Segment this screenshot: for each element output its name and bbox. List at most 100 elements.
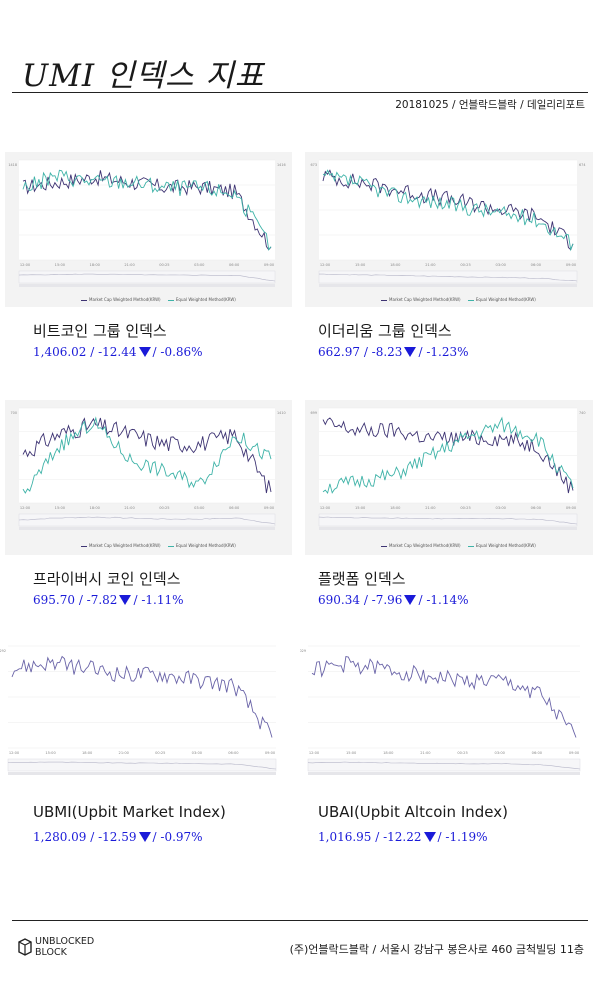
down-triangle-icon [119,595,132,605]
chart-panel-eth: 12:00 15:00 18:00 21:00 00:25 03:00 06:00 09:00… [305,152,593,307]
navigator-series [318,273,578,282]
x-tick-label: 18:00 [90,506,101,510]
series-line [311,655,577,738]
navigator-series [307,761,581,770]
x-tick-label: 21:00 [124,263,135,267]
x-tick-label: 00:25 [460,506,470,510]
x-tick-label: 15:00 [45,751,56,755]
x-tick-label: 15:00 [355,263,366,267]
x-tick-label: 09:00 [566,506,577,510]
x-tick-label: 15:00 [355,506,366,510]
x-tick-label: 03:00 [495,751,506,755]
y-tick-label: 673 [311,163,317,167]
x-tick-label: 06:00 [531,263,542,267]
x-tick-label: 12:00 [309,751,320,755]
navigator-scrollbar [319,284,577,287]
x-tick-label: 18:00 [82,751,93,755]
chart-legend: Market Cap Weighted Method(KRW) Equal We… [375,297,536,302]
x-tick-label: 00:25 [155,751,165,755]
index-name: 플랫폼 인덱스 [318,570,406,588]
chart-svg-privacy: 12:00 15:00 18:00 21:00 00:25 03:00 06:00 09:00… [11,407,286,530]
x-tick-label: 12:00 [320,263,331,267]
index-stat: 1,406.02 / -12.44/ -0.86% [33,345,203,359]
x-tick-label: 12:00 [20,506,31,510]
x-tick-label: 15:00 [55,263,66,267]
series-line [322,169,574,252]
x-tick-label: 09:00 [264,263,275,267]
navigator-scrollbar [19,527,275,530]
series-line [22,416,272,494]
x-tick-label: 21:00 [425,506,436,510]
navigator-series [318,516,578,525]
x-tick-label: 00:25 [159,263,169,267]
y-tick-label: 699 [311,411,317,415]
x-tick-label: 03:00 [192,751,203,755]
index-stat: 1,016.95 / -12.22/ -1.19% [318,830,488,844]
x-tick-label: 18:00 [390,506,401,510]
x-tick-label: 18:00 [90,263,101,267]
x-tick-label: 03:00 [194,263,205,267]
navigator-scrollbar [19,284,275,287]
navigator [318,513,578,527]
x-tick-label: 03:00 [496,506,507,510]
x-tick-label: 06:00 [532,751,543,755]
series-line [322,169,574,251]
navigator-scrollbar [319,527,577,530]
company-address: (주)언블락드블락 / 서울시 강남구 봉은사로 460 금척빌딩 11층 [289,943,584,956]
x-tick-label: 06:00 [229,506,240,510]
down-triangle-icon [138,832,151,842]
navigator [18,270,276,284]
navigator [7,758,277,772]
series-line [11,655,273,738]
index-name: 이더리움 그룹 인덱스 [318,322,452,340]
chart-panel-privacy: 12:00 15:00 18:00 21:00 00:25 03:00 06:00 09:00… [5,400,292,555]
x-tick-label: 00:25 [159,506,169,510]
chart-svg-btc: 12:00 15:00 18:00 21:00 00:25 03:00 06:00 09:00… [8,159,286,287]
chart-svg-ubai: 12:00 15:00 18:00 21:00 00:25 03:00 06:00 09:00… [300,645,581,775]
series-line [322,416,574,494]
chart-panel-ubai: 12:00 15:00 18:00 21:00 00:25 03:00 06:00 09:00… [300,636,597,786]
logo-block-icon [18,938,32,956]
series-line [22,169,272,251]
navigator-series [18,273,276,282]
x-tick-label: 09:00 [264,506,275,510]
y-tick-label: 700 [11,411,17,415]
index-name: 프라이버시 코인 인덱스 [33,570,181,588]
x-tick-label: 12:00 [9,751,20,755]
x-tick-label: 09:00 [569,751,580,755]
navigator [307,758,581,772]
down-triangle-icon [404,347,417,357]
index-name: UBMI(Upbit Market Index) [33,803,226,821]
x-tick-label: 09:00 [265,751,276,755]
navigator-series [7,761,277,770]
navigator [18,513,276,527]
index-name: UBAI(Upbit Altcoin Index) [318,803,508,821]
x-tick-label: 21:00 [124,506,135,510]
index-stat: 695.70 / -7.82/ -1.11% [33,593,184,607]
x-tick-label: 00:25 [460,263,470,267]
x-tick-label: 03:00 [194,506,205,510]
x-tick-label: 12:00 [20,263,31,267]
y-tick-label: 1410 [277,411,286,415]
x-tick-label: 00:25 [457,751,467,755]
index-stat: 690.34 / -7.96/ -1.14% [318,593,469,607]
chart-panel-ubmi: 12:00 15:00 18:00 21:00 00:25 03:00 06:00 09:00… [0,636,295,786]
x-tick-label: 09:00 [566,263,577,267]
y-tick-label: 674 [579,163,585,167]
series-line [22,170,272,251]
y-tick-label: 1416 [277,163,286,167]
y-tick-label: 1418 [8,163,17,167]
x-tick-label: 21:00 [420,751,431,755]
x-tick-label: 12:00 [320,506,331,510]
navigator-series [18,516,276,525]
x-tick-label: 15:00 [55,506,66,510]
chart-legend: Market Cap Weighted Method(KRW) Equal We… [75,297,236,302]
x-tick-label: 21:00 [425,263,436,267]
chart-panel-platform: 12:00 15:00 18:00 21:00 00:25 03:00 06:00 09:00… [305,400,593,555]
y-tick-label: 1292 [0,649,6,653]
index-name: 비트코인 그룹 인덱스 [33,322,167,340]
chart-svg-platform: 12:00 15:00 18:00 21:00 00:25 03:00 06:00 09:00… [311,407,585,530]
index-stat: 662.97 / -8.23/ -1.23% [318,345,469,359]
chart-panel-btc: 12:00 15:00 18:00 21:00 00:25 03:00 06:00 09:00… [5,152,292,307]
chart-svg-eth: 12:00 15:00 18:00 21:00 00:25 03:00 06:00 09:00… [311,159,585,287]
